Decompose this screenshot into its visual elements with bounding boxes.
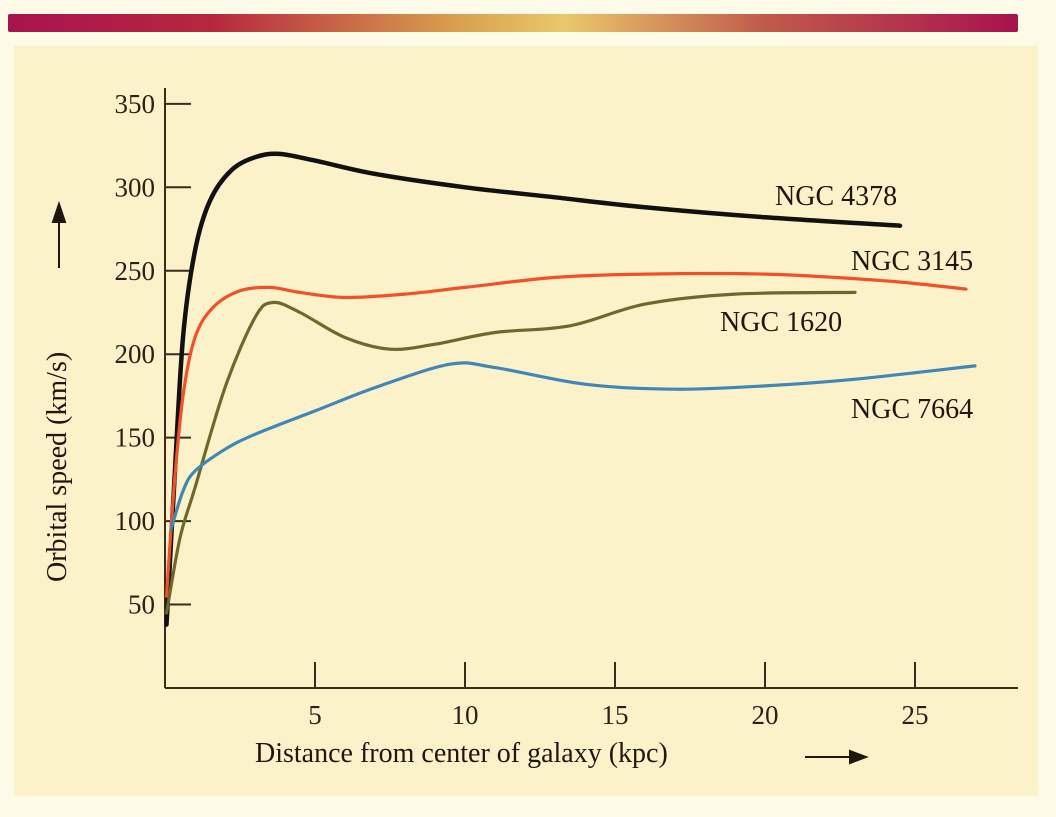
series-label-ngc-3145: NGC 3145 bbox=[851, 246, 973, 277]
axes bbox=[164, 88, 1018, 689]
ticks: 50 100 150 200 250 300 350 5 10 15 20 25 bbox=[115, 89, 929, 730]
x-tick-label: 25 bbox=[902, 700, 929, 730]
x-tick-label: 20 bbox=[752, 700, 779, 730]
series-labels: NGC 4378 NGC 3145 NGC 1620 NGC 7664 bbox=[720, 181, 973, 425]
decorative-top-band bbox=[8, 14, 1018, 32]
curve-ngc-3145 bbox=[164, 271, 968, 598]
curve-ngc-4378 bbox=[164, 151, 903, 627]
series-label-ngc-7664: NGC 7664 bbox=[851, 394, 973, 425]
x-tick-label: 15 bbox=[602, 700, 629, 730]
series-label-ngc-1620: NGC 1620 bbox=[720, 307, 842, 338]
y-tick-label: 250 bbox=[115, 256, 156, 286]
x-axis-title: Distance from center of galaxy (kpc) bbox=[255, 738, 668, 769]
chart-panel bbox=[14, 46, 1038, 796]
x-tick-label: 10 bbox=[452, 700, 479, 730]
curves bbox=[164, 151, 977, 627]
y-tick-label: 150 bbox=[115, 423, 156, 453]
y-tick-label: 200 bbox=[115, 339, 156, 369]
curve-ngc-1620 bbox=[164, 290, 857, 615]
curve-ngc-7664 bbox=[169, 361, 977, 531]
y-axis-arrow-icon bbox=[51, 200, 67, 268]
y-tick-label: 100 bbox=[115, 506, 156, 536]
y-tick-label: 350 bbox=[115, 89, 156, 119]
y-axis-title: Orbital speed (km/s) bbox=[42, 352, 73, 582]
series-label-ngc-4378: NGC 4378 bbox=[775, 181, 897, 212]
x-tick-label: 5 bbox=[308, 700, 322, 730]
y-tick-label: 300 bbox=[115, 172, 156, 202]
y-tick-label: 50 bbox=[128, 590, 155, 620]
x-axis-arrow-icon bbox=[805, 749, 869, 765]
